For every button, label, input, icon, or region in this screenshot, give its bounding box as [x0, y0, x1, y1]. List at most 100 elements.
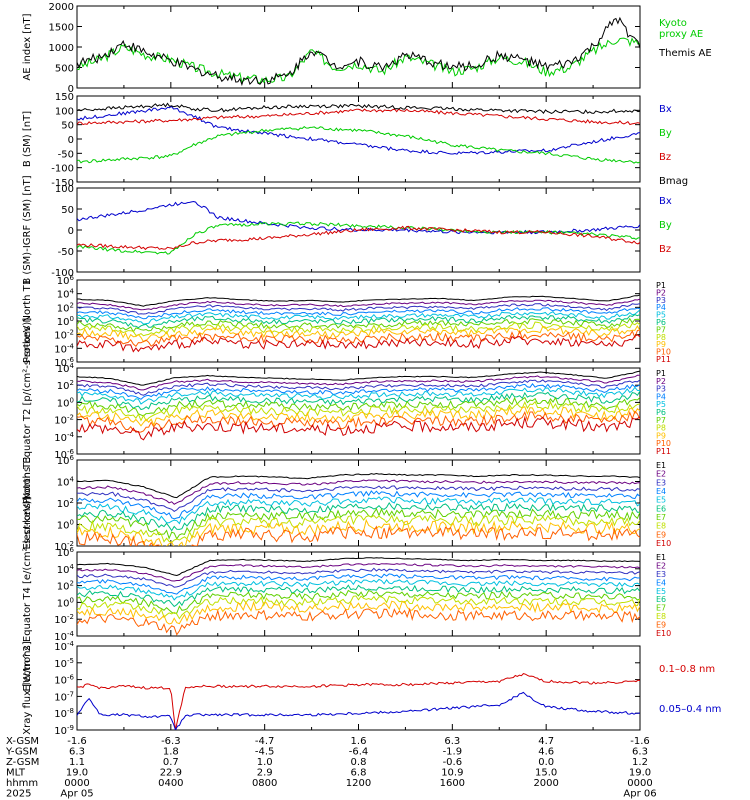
legend: Bx By Bz [659, 196, 672, 255]
channel-line-P1 [77, 294, 640, 307]
legend-entry: Bz [659, 152, 671, 163]
legend: 0.1–0.8 nm 0.05–0.4 nm [659, 664, 721, 715]
y-tick-label: 10-7 [54, 690, 74, 703]
channel-line-P4 [77, 307, 640, 320]
channel-line-P4 [77, 382, 640, 400]
legend-entry: Kyoto [659, 18, 687, 29]
channel-line-P8 [77, 400, 640, 422]
channel-line-P2 [77, 298, 640, 311]
y-tick-label: 10-5 [54, 657, 74, 670]
x-row-value: 15.0 [535, 768, 557, 779]
y-axis-label: Xray flux [W/m^2] [22, 641, 33, 735]
y-tick-label: 10-6 [54, 674, 74, 687]
channel-line-E9 [77, 600, 640, 625]
y-tick-label: 10-4 [54, 431, 74, 444]
y-tick-label: 100 [55, 184, 74, 195]
y-tick-label: -50 [58, 247, 74, 258]
y-tick-label: 100 [57, 315, 74, 328]
legend-entry: E4 [656, 487, 666, 496]
x-row-value: 1.6 [351, 736, 367, 747]
y-tick-label: 106 [57, 546, 75, 559]
panel-frame [76, 5, 641, 89]
channel-line-P7 [77, 317, 640, 333]
y-tick-label: 104 [57, 476, 75, 489]
legend-entry: Bmag [659, 176, 688, 187]
x-row-value: 0000 [627, 778, 652, 789]
x-row-value: -1.6 [67, 736, 87, 747]
x-row-value: 0000 [64, 778, 89, 789]
channel-line-P6 [77, 314, 640, 329]
legend-entry: E9 [656, 530, 666, 539]
channel-line-E6 [77, 501, 640, 532]
channel-line-P10 [77, 410, 640, 433]
panel-7: 106 104 102 100 10-2 10-4 Electrons Equator T4… [22, 496, 671, 691]
channel-line-E2 [77, 563, 640, 582]
y-tick-label: 106 [57, 274, 75, 287]
y-tick-label: -50 [58, 149, 74, 160]
legend-entry: E7 [656, 604, 666, 613]
legend-entry: E5 [656, 496, 666, 505]
legend-entry: 0.05–0.4 nm [659, 704, 721, 715]
y-tick-label: -100 [51, 268, 74, 279]
series-line-3 [77, 102, 640, 115]
y-axis-label: B (SM)-IGRF (SM) [nT] [22, 175, 33, 284]
x-row-value: -1.9 [443, 747, 463, 758]
channel-line-E1 [77, 557, 640, 577]
x-row-value: 6.3 [69, 747, 85, 758]
channel-line-E8 [77, 514, 640, 543]
channel-line-E6 [77, 584, 640, 608]
channel-line-P11 [77, 334, 640, 353]
channel-line-E5 [77, 496, 640, 525]
x-row-value: 4.6 [538, 747, 554, 758]
x-row-value: -0.6 [443, 757, 463, 768]
y-tick-label: 2000 [49, 2, 74, 13]
y-tick-label: 1500 [49, 23, 74, 34]
y-axis-label: Protons Equator T2 [p/(cm²-s-sr-keV)] [22, 318, 33, 505]
y-tick-label: 50 [61, 205, 74, 216]
legend-entry: proxy AE [659, 29, 703, 40]
x-row-value: 6.8 [351, 768, 367, 779]
series-group [77, 200, 640, 255]
legend-entry: P11 [656, 447, 671, 456]
y-tick-label: 102 [57, 497, 74, 510]
x-row-value: 1.0 [257, 757, 273, 768]
legend-entry: P3 [656, 296, 666, 305]
channel-line-P10 [77, 329, 640, 348]
x-row-value: 22.9 [160, 768, 182, 779]
legend-entry: By [659, 220, 672, 231]
channel-line-E2 [77, 479, 640, 505]
y-tick-label: 50 [61, 121, 74, 132]
y-tick-label: 100 [57, 396, 74, 409]
legend-entry: E1 [656, 461, 666, 470]
x-row-value: 6.3 [444, 736, 460, 747]
series-group [77, 673, 640, 730]
y-tick-label: -100 [51, 164, 74, 175]
legend-entry: E2 [656, 561, 666, 570]
x-row-value: -4.7 [255, 736, 275, 747]
channel-line-E7 [77, 589, 640, 614]
series-group [77, 294, 640, 353]
x-row-value: 6.3 [632, 747, 648, 758]
legend-entry: E6 [656, 504, 666, 513]
y-tick-label: -150 [51, 178, 74, 189]
x-row-label: Y-GSM [5, 747, 38, 758]
channel-line-E9 [77, 518, 640, 546]
series-line-0 [77, 673, 640, 730]
series-line-0 [77, 200, 640, 235]
channel-line-P9 [77, 406, 640, 427]
panel-3: 100 50 0 -50 -100 B (SM)-IGRF (SM) [nT] Bx By Bz [22, 175, 672, 284]
series-group [77, 16, 640, 87]
y-tick-label: 100 [55, 106, 74, 117]
y-tick-label: 0 [68, 84, 74, 95]
legend-entry: P4 [656, 303, 666, 312]
legend-entry: E6 [656, 595, 666, 604]
series-group [77, 557, 640, 636]
series-line-0 [77, 37, 640, 84]
channel-line-E4 [77, 573, 640, 595]
